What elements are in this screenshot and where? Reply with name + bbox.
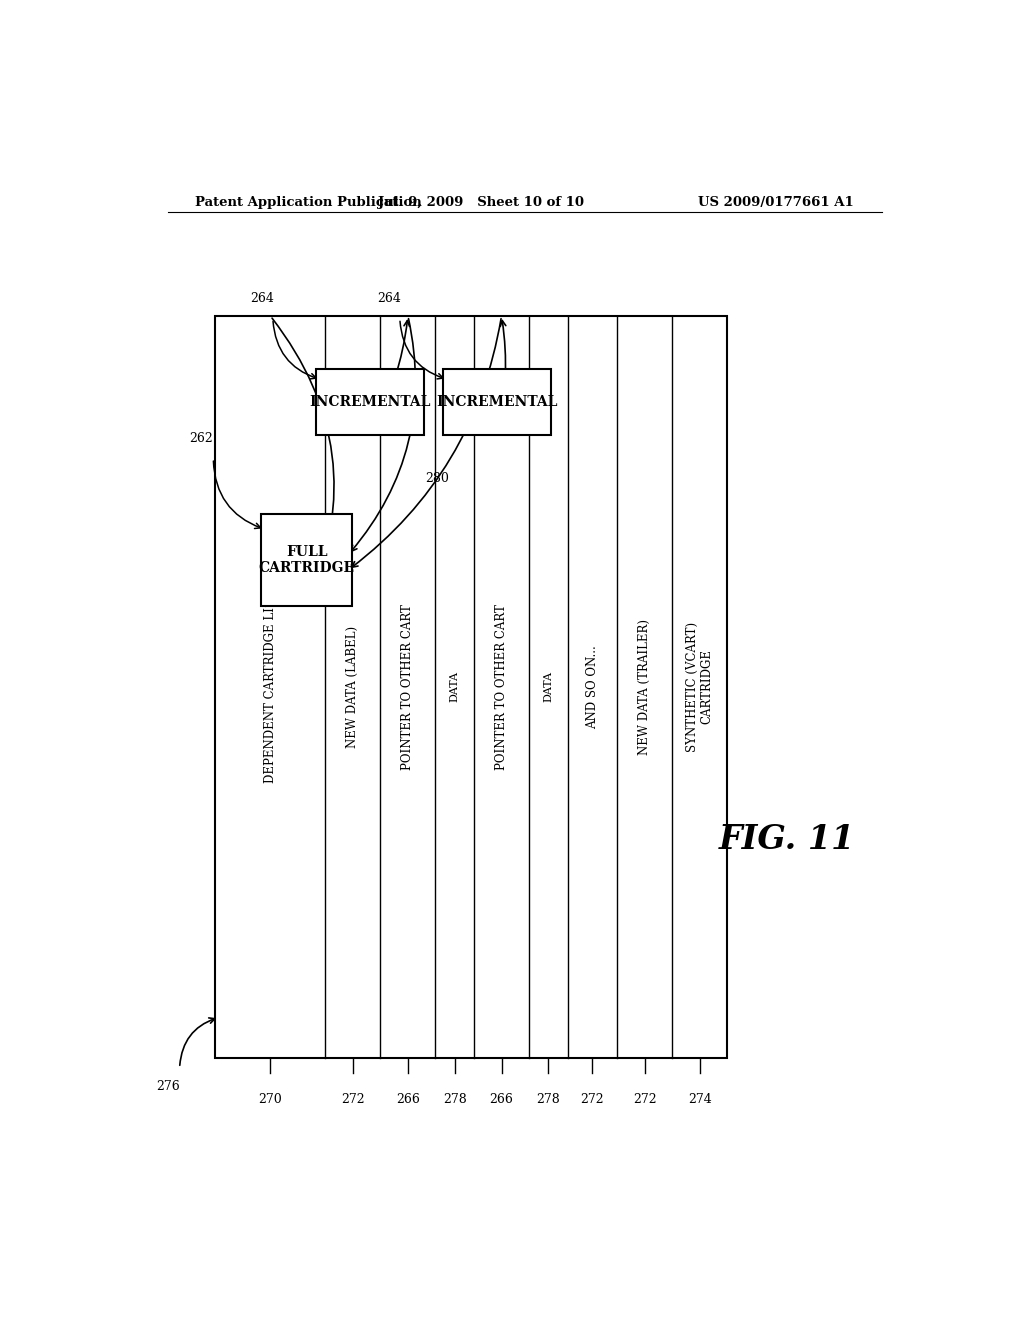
- Text: Jul. 9, 2009   Sheet 10 of 10: Jul. 9, 2009 Sheet 10 of 10: [378, 195, 584, 209]
- Text: NEW DATA (TRAILER): NEW DATA (TRAILER): [638, 619, 651, 755]
- Text: FIG. 11: FIG. 11: [719, 822, 855, 855]
- Text: 278: 278: [442, 1093, 467, 1106]
- Text: DEPENDENT CARTRIDGE LIST: DEPENDENT CARTRIDGE LIST: [264, 591, 276, 783]
- Text: 274: 274: [688, 1093, 712, 1106]
- Text: 278: 278: [537, 1093, 560, 1106]
- Text: 264: 264: [378, 292, 401, 305]
- Text: POINTER TO OTHER CART: POINTER TO OTHER CART: [495, 605, 508, 770]
- Text: 264: 264: [251, 292, 274, 305]
- Text: 270: 270: [258, 1093, 283, 1106]
- Text: 266: 266: [396, 1093, 420, 1106]
- Text: INCREMENTAL: INCREMENTAL: [309, 395, 431, 409]
- Text: 272: 272: [581, 1093, 604, 1106]
- Text: 266: 266: [489, 1093, 513, 1106]
- Text: DATA: DATA: [450, 672, 460, 702]
- Text: DATA: DATA: [544, 672, 553, 702]
- Bar: [443, 370, 551, 436]
- Text: 272: 272: [633, 1093, 656, 1106]
- Text: US 2009/0177661 A1: US 2009/0177661 A1: [698, 195, 854, 209]
- Bar: [316, 370, 424, 436]
- Text: Patent Application Publication: Patent Application Publication: [196, 195, 422, 209]
- Bar: [215, 315, 727, 1057]
- Text: SYNTHETIC (VCART)
CARTRIDGE: SYNTHETIC (VCART) CARTRIDGE: [686, 622, 714, 752]
- Text: POINTER TO OTHER CART: POINTER TO OTHER CART: [401, 605, 415, 770]
- Text: 280: 280: [426, 473, 450, 484]
- Text: AND SO ON...: AND SO ON...: [586, 645, 599, 729]
- Text: FULL
CARTRIDGE: FULL CARTRIDGE: [258, 545, 354, 576]
- Text: NEW DATA (LABEL): NEW DATA (LABEL): [346, 626, 359, 748]
- Text: 272: 272: [341, 1093, 365, 1106]
- Bar: [261, 515, 352, 606]
- Text: 262: 262: [189, 432, 213, 445]
- Text: 276: 276: [156, 1080, 179, 1093]
- Text: INCREMENTAL: INCREMENTAL: [436, 395, 558, 409]
